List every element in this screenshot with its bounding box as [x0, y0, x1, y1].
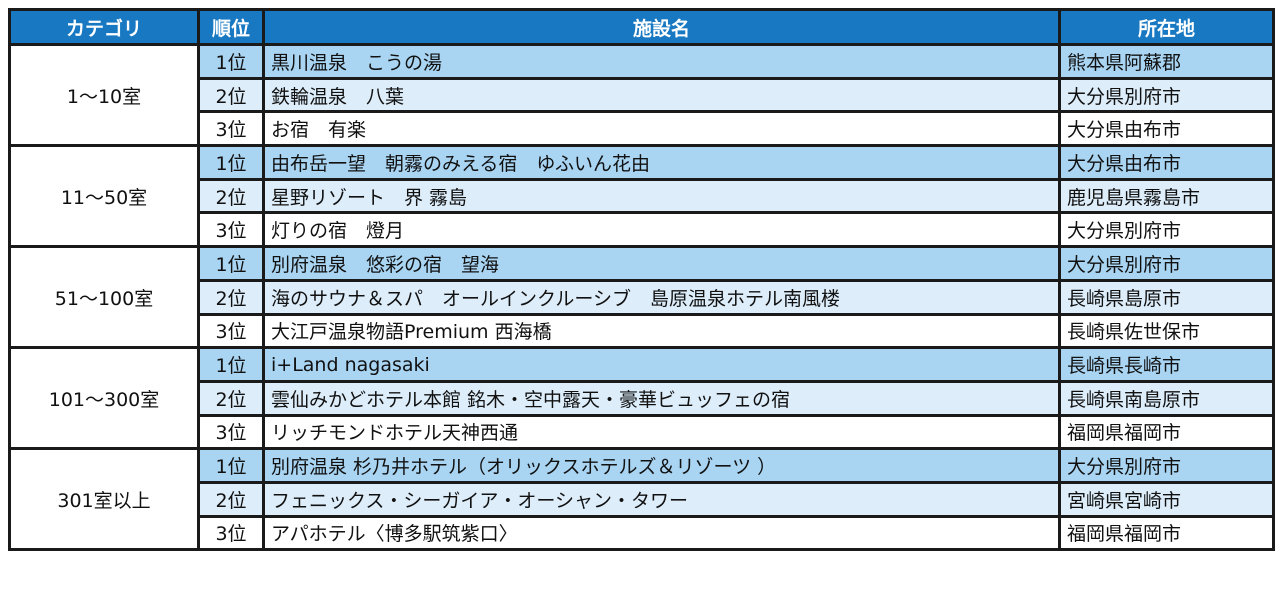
header-category: カテゴリ: [8, 8, 200, 46]
rank-cell: 2位: [197, 480, 265, 518]
location-cell: 大分県別府市: [1058, 76, 1275, 114]
rank-cell: 1位: [197, 245, 265, 282]
facility-name-cell: 別府温泉 杉乃井ホテル（オリックスホテルズ＆リゾーツ ）: [262, 447, 1061, 484]
category-cell: 301室以上: [8, 447, 200, 552]
table-row: 101～300室 1位 i+Land nagasaki 長崎県長崎市: [8, 346, 1275, 451]
table-row: 3位 お宿 有楽 大分県由布市: [10, 110, 1275, 148]
rank-cell: 2位: [197, 76, 265, 114]
rank-cell: 1位: [197, 346, 265, 383]
facility-name-cell: リッチモンドホテル天神西通: [262, 413, 1061, 451]
location-cell: 長崎県島原市: [1058, 278, 1275, 316]
facility-name-cell: 鉄輪温泉 八葉: [262, 76, 1061, 114]
category-cell: 11～50室: [8, 144, 200, 249]
header-rank: 順位: [197, 8, 265, 46]
facility-name-cell: アパホテル〈博多駅筑紫口〉: [262, 514, 1061, 552]
location-cell: 福岡県福岡市: [1058, 514, 1275, 552]
header-location: 所在地: [1058, 8, 1275, 46]
location-cell: 大分県由布市: [1058, 110, 1275, 148]
category-cell: 101～300室: [8, 346, 200, 451]
table-row: 1～10室 1位 黒川温泉 こうの湯 熊本県阿蘇郡: [8, 42, 1275, 148]
rank-cell: 3位: [197, 110, 265, 148]
header-row: カテゴリ 順位 施設名 所在地: [8, 8, 1275, 46]
header-name: 施設名: [262, 8, 1061, 46]
table-row: 2位 雲仙みかどホテル本館 銘木・空中露天・豪華ビュッフェの宿 長崎県南島原市: [10, 379, 1275, 417]
facility-name-cell: 灯りの宿 燈月: [262, 211, 1061, 249]
facility-name-cell: 雲仙みかどホテル本館 銘木・空中露天・豪華ビュッフェの宿: [262, 379, 1061, 417]
table-row: 2位 星野リゾート 界 霧島 鹿児島県霧島市: [10, 177, 1275, 215]
location-cell: 大分県別府市: [1058, 447, 1275, 484]
facility-name-cell: 大江戸温泉物語Premium 西海橋: [262, 312, 1061, 350]
table-row: 2位 海のサウナ＆スパ オールインクルーシブ 島原温泉ホテル南風楼 長崎県島原市: [10, 278, 1275, 316]
table-row: 3位 アパホテル〈博多駅筑紫口〉 福岡県福岡市: [10, 514, 1275, 552]
table-row: 2位 鉄輪温泉 八葉 大分県別府市: [10, 76, 1275, 114]
location-cell: 福岡県福岡市: [1058, 413, 1275, 451]
ranking-table: カテゴリ 順位 施設名 所在地 1～10室 1位 黒川温泉 こうの湯 熊本県阿蘇郡 2位…: [8, 8, 1275, 552]
location-cell: 大分県別府市: [1058, 245, 1275, 282]
location-cell: 鹿児島県霧島市: [1058, 177, 1275, 215]
category-cell: 1～10室: [8, 42, 200, 148]
facility-name-cell: 別府温泉 悠彩の宿 望海: [262, 245, 1061, 282]
facility-name-cell: フェニックス・シーガイア・オーシャン・タワー: [262, 480, 1061, 518]
rank-cell: 2位: [197, 177, 265, 215]
facility-name-cell: 由布岳一望 朝霧のみえる宿 ゆふいん花由: [262, 144, 1061, 181]
rank-cell: 1位: [197, 144, 265, 181]
table-row: 301室以上 1位 別府温泉 杉乃井ホテル（オリックスホテルズ＆リゾーツ ）大分県別…: [8, 447, 1275, 552]
location-cell: 長崎県長崎市: [1058, 346, 1275, 383]
rank-cell: 3位: [197, 211, 265, 249]
location-cell: 熊本県阿蘇郡: [1058, 43, 1275, 80]
rank-cell: 2位: [197, 278, 265, 316]
facility-name-cell: 海のサウナ＆スパ オールインクルーシブ 島原温泉ホテル南風楼: [262, 278, 1061, 316]
table-row: 51～100室 1位 別府温泉 悠彩の宿 望海 大分県別府市: [8, 245, 1275, 350]
table-row: 3位 灯りの宿 燈月 大分県別府市: [10, 211, 1275, 249]
rank-cell: 3位: [197, 514, 265, 552]
rank-cell: 2位: [197, 379, 265, 417]
location-cell: 大分県別府市: [1058, 211, 1275, 249]
facility-name-cell: お宿 有楽: [262, 110, 1061, 148]
location-cell: 宮崎県宮崎市: [1058, 480, 1275, 518]
facility-name-cell: 星野リゾート 界 霧島: [262, 177, 1061, 215]
facility-name-cell: 黒川温泉 こうの湯: [262, 43, 1061, 80]
facility-name-cell: i+Land nagasaki: [262, 346, 1061, 383]
location-cell: 長崎県佐世保市: [1058, 312, 1275, 350]
rank-cell: 3位: [197, 413, 265, 451]
table-row: 3位 大江戸温泉物語Premium 西海橋 長崎県佐世保市: [10, 312, 1275, 350]
rank-cell: 3位: [197, 312, 265, 350]
table-row: 11～50室 1位 由布岳一望 朝霧のみえる宿 ゆふいん花由 大分県由布市: [8, 144, 1275, 249]
rank-cell: 1位: [197, 43, 265, 80]
category-cell: 51～100室: [8, 245, 200, 350]
rank-cell: 1位: [197, 447, 265, 484]
table-row: 3位 リッチモンドホテル天神西通 福岡県福岡市: [10, 413, 1275, 451]
table-row: 2位 フェニックス・シーガイア・オーシャン・タワー 宮崎県宮崎市: [10, 480, 1275, 518]
location-cell: 長崎県南島原市: [1058, 379, 1275, 417]
location-cell: 大分県由布市: [1058, 144, 1275, 181]
